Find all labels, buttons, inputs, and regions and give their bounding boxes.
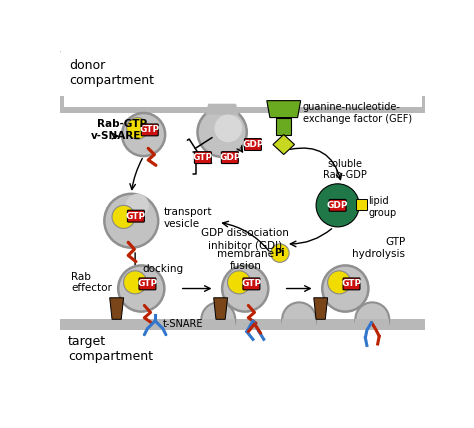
FancyBboxPatch shape <box>329 199 346 211</box>
Bar <box>356 330 389 339</box>
Circle shape <box>118 265 164 312</box>
Circle shape <box>356 302 389 336</box>
Circle shape <box>124 271 146 294</box>
FancyBboxPatch shape <box>343 278 360 290</box>
Text: GTP: GTP <box>126 211 146 221</box>
Bar <box>61 330 425 381</box>
Text: GDP dissociation
inhibitor (GDI): GDP dissociation inhibitor (GDI) <box>201 229 289 250</box>
Polygon shape <box>267 101 301 118</box>
Circle shape <box>201 302 235 336</box>
Polygon shape <box>205 104 239 115</box>
Polygon shape <box>214 298 228 319</box>
Text: Rab-GTP: Rab-GTP <box>97 119 147 129</box>
Bar <box>282 330 316 339</box>
Circle shape <box>127 118 148 139</box>
Text: GTP
hydrolysis: GTP hydrolysis <box>352 237 405 259</box>
Polygon shape <box>314 298 328 319</box>
Text: membrane
fusion: membrane fusion <box>217 249 273 270</box>
Text: Pi: Pi <box>274 248 285 258</box>
Bar <box>201 330 235 339</box>
Circle shape <box>316 184 359 227</box>
FancyBboxPatch shape <box>221 152 238 163</box>
FancyBboxPatch shape <box>139 278 156 290</box>
Circle shape <box>126 194 149 217</box>
Circle shape <box>271 244 289 262</box>
Polygon shape <box>273 134 294 155</box>
Polygon shape <box>109 298 124 319</box>
Polygon shape <box>276 118 292 134</box>
Text: GTP: GTP <box>193 153 213 162</box>
Text: t-SNARE: t-SNARE <box>163 319 203 329</box>
FancyBboxPatch shape <box>60 51 426 104</box>
Text: Rab
effector: Rab effector <box>71 271 112 293</box>
Text: GDP: GDP <box>327 201 348 210</box>
Circle shape <box>122 113 165 156</box>
FancyBboxPatch shape <box>194 152 211 163</box>
Circle shape <box>228 271 251 294</box>
Text: v-SNARE: v-SNARE <box>91 131 142 141</box>
Text: GDP: GDP <box>242 140 264 149</box>
Circle shape <box>214 115 242 142</box>
Bar <box>64 96 422 107</box>
Text: guanine-nucleotide-
exchange factor (GEF): guanine-nucleotide- exchange factor (GEF… <box>303 102 412 124</box>
Circle shape <box>198 107 247 157</box>
Circle shape <box>222 265 268 312</box>
Text: soluble
Rab-GDP: soluble Rab-GDP <box>323 159 367 181</box>
Bar <box>61 51 425 104</box>
Text: GTP: GTP <box>241 279 262 288</box>
Text: donor
compartment: donor compartment <box>70 59 155 87</box>
Text: GDP: GDP <box>219 153 241 162</box>
Circle shape <box>322 265 368 312</box>
Bar <box>356 319 389 338</box>
Text: GTP: GTP <box>341 279 362 288</box>
Polygon shape <box>356 199 367 210</box>
Circle shape <box>104 194 158 248</box>
Text: transport
vesicle: transport vesicle <box>164 207 212 229</box>
FancyBboxPatch shape <box>243 278 260 290</box>
Circle shape <box>282 302 316 336</box>
Text: GTP: GTP <box>137 279 157 288</box>
FancyBboxPatch shape <box>245 139 261 151</box>
Text: lipid
group: lipid group <box>368 196 397 218</box>
Bar <box>282 319 316 338</box>
Text: GTP: GTP <box>140 125 160 134</box>
Text: docking: docking <box>142 264 183 273</box>
FancyBboxPatch shape <box>128 210 145 222</box>
Text: target
compartment: target compartment <box>68 335 153 363</box>
Circle shape <box>328 271 351 294</box>
FancyBboxPatch shape <box>141 124 158 136</box>
Bar <box>61 96 425 113</box>
Circle shape <box>112 205 135 229</box>
Bar <box>61 319 425 381</box>
Bar <box>201 319 235 338</box>
